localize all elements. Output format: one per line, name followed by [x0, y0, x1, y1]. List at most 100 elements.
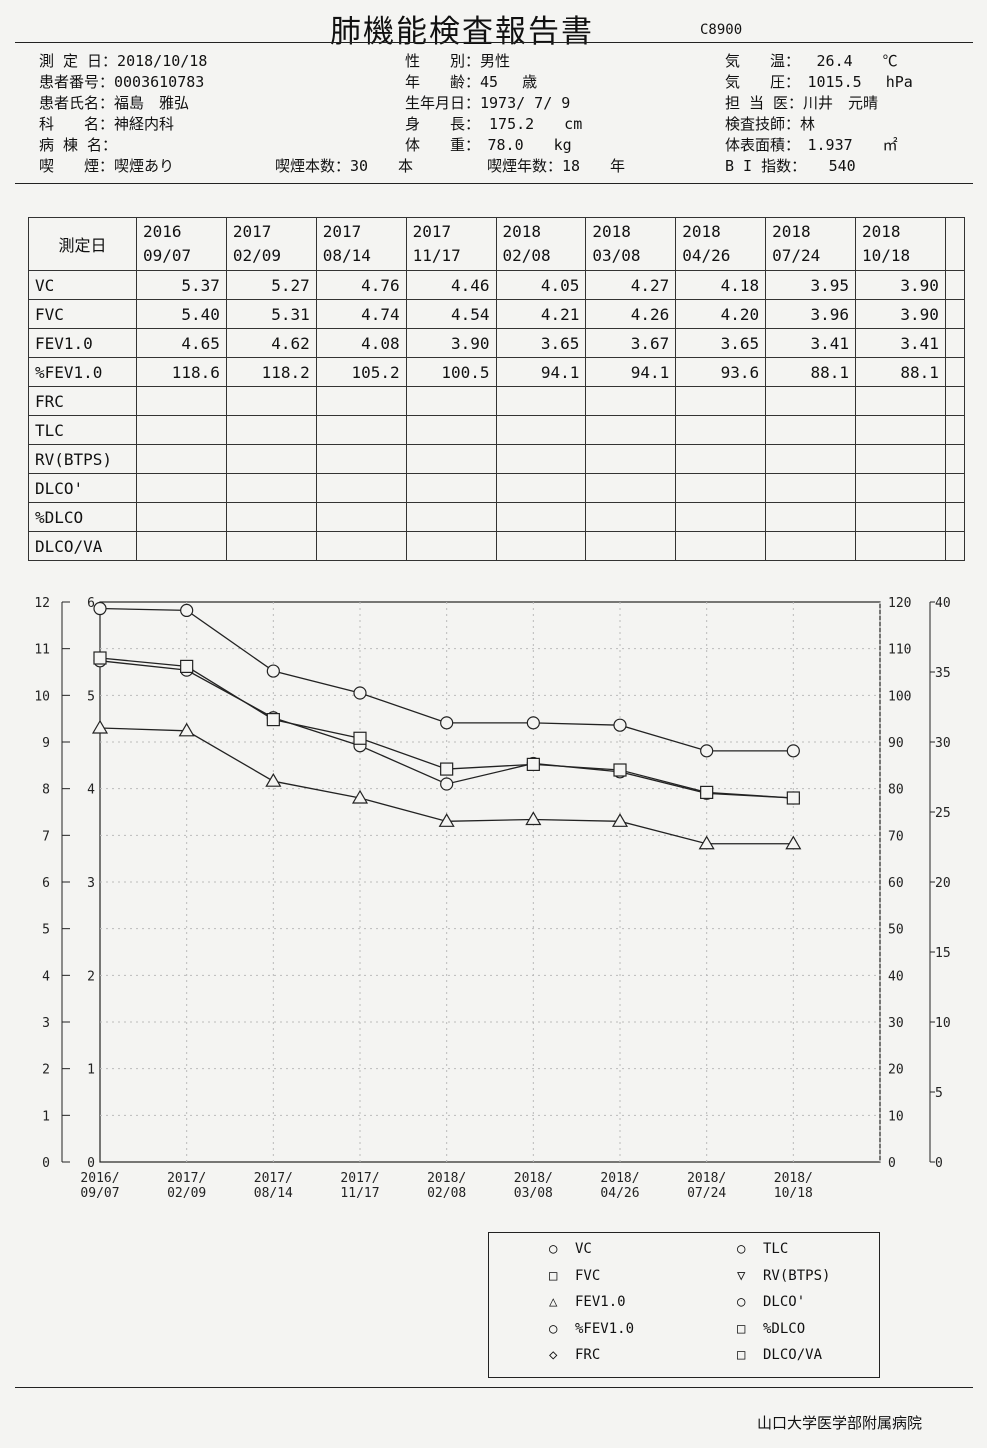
tick-label-left-inner: 1	[87, 1063, 95, 1078]
legend-marker-icon: □	[737, 1347, 746, 1363]
data-point	[700, 785, 714, 799]
results-date-header: 2018 03/08	[585, 217, 677, 271]
results-cell	[405, 531, 497, 561]
tick-label-right-inner: 90	[888, 736, 904, 751]
info-smoking-years: 喫煙年数：18 年	[487, 157, 626, 175]
results-cell: 3.67	[585, 328, 677, 358]
results-cell: 4.05	[495, 270, 587, 300]
results-cell	[495, 473, 587, 503]
tick-label-left-outer: 3	[42, 1016, 50, 1031]
results-cell: 4.20	[675, 299, 767, 329]
results-date-day: 04/26	[682, 246, 731, 265]
legend-item: ○ TLC	[737, 1241, 788, 1257]
results-cell	[585, 502, 677, 532]
results-cell	[765, 502, 856, 532]
results-cell	[675, 473, 767, 503]
data-point	[613, 718, 627, 732]
results-cell	[405, 473, 497, 503]
tick-label-left-outer: 7	[42, 829, 50, 844]
data-point	[91, 719, 109, 734]
info-sex: 性 別：男性	[405, 52, 511, 70]
results-row: %DLCO	[28, 502, 966, 532]
tick-label-right-inner: 10	[888, 1109, 904, 1124]
results-date-header: 2017 02/09	[225, 217, 317, 271]
results-cell	[136, 502, 227, 532]
results-cell: 118.2	[225, 357, 317, 387]
results-blank-cell	[944, 386, 966, 416]
x-tick-label: 2018/	[600, 1171, 639, 1186]
results-cell: 3.90	[405, 328, 497, 358]
results-cell: 3.65	[495, 328, 587, 358]
results-cell	[405, 502, 497, 532]
tick-label-right-outer: 5	[935, 1086, 943, 1101]
results-row-label: DLCO'	[28, 473, 137, 503]
results-cell: 3.96	[765, 299, 856, 329]
results-cell	[315, 473, 407, 503]
data-point	[440, 762, 454, 776]
tick-label-right-inner: 100	[888, 689, 911, 704]
tick-label-right-outer: 0	[935, 1156, 943, 1171]
results-date-day: 02/09	[232, 246, 282, 265]
x-tick-label: 10/18	[774, 1186, 813, 1201]
tick-label-left-outer: 8	[42, 783, 50, 798]
tick-label-left-outer: 6	[42, 876, 50, 891]
info-weight: 体 重： 78.0 kg	[405, 136, 572, 154]
results-cell	[675, 502, 767, 532]
x-tick-label: 2018/	[427, 1171, 466, 1186]
results-cell	[315, 444, 407, 474]
results-cell	[136, 531, 227, 561]
results-cell	[765, 444, 856, 474]
results-cell	[495, 444, 587, 474]
results-row: %FEV1.0 118.6 118.2 105.2 100.5 94.1 94.1 93.6 8…	[28, 357, 966, 387]
results-cell: 88.1	[855, 357, 946, 387]
results-row: DLCO'	[28, 473, 966, 503]
tick-label-left-outer: 10	[34, 689, 50, 704]
x-tick-label: 02/09	[167, 1186, 206, 1201]
tick-label-right-outer: 10	[935, 1016, 951, 1031]
results-blank-cell	[944, 531, 966, 561]
legend-item: △ FEV1.0	[549, 1294, 626, 1310]
results-date-day: 10/18	[862, 246, 911, 265]
data-point	[440, 716, 454, 730]
data-point	[180, 659, 194, 674]
info-patient-name: 患者氏名：福島 雅弘	[39, 94, 190, 112]
results-cell	[675, 531, 767, 561]
info-department: 科 名：神経内科	[39, 115, 175, 133]
data-point	[351, 789, 369, 804]
results-cell	[495, 415, 587, 445]
results-cell: 3.41	[855, 328, 946, 358]
results-cell	[405, 444, 497, 474]
legend-marker-icon: ○	[737, 1241, 746, 1257]
results-date-year: 2018	[682, 222, 721, 241]
tick-label-right-inner: 80	[888, 783, 904, 798]
legend-label: FRC	[575, 1347, 601, 1363]
x-tick-label: 2018/	[687, 1171, 726, 1186]
results-cell	[855, 502, 946, 532]
data-point	[180, 603, 194, 617]
info-age: 年 齢：45 歳	[405, 73, 538, 91]
results-cell	[136, 444, 227, 474]
tick-label-left-outer: 0	[42, 1156, 50, 1171]
results-blank-cell	[944, 444, 966, 474]
results-cell	[675, 444, 767, 474]
results-date-year: 2017	[232, 222, 272, 241]
data-point	[93, 651, 107, 665]
results-cell: 4.74	[315, 299, 407, 329]
results-cell	[855, 415, 946, 445]
tick-label-left-outer: 9	[42, 736, 50, 751]
chart-legend: ○ VC □ FVC △ FEV1.0 ○ %FEV1.0 ◇ FRC ○ TLC ▽ RV(BTPS) ○…	[488, 1232, 880, 1378]
results-cell	[495, 386, 587, 416]
results-cell: 3.95	[765, 270, 856, 300]
tick-label-left-outer: 12	[34, 596, 50, 611]
x-tick-label: 2016/	[80, 1171, 119, 1186]
results-blank-cell	[944, 299, 966, 329]
legend-item: □ FVC	[549, 1268, 600, 1284]
data-point	[438, 813, 455, 827]
results-cell: 5.27	[225, 270, 317, 300]
info-pressure: 気 圧： 1015.5 hPa	[725, 73, 913, 91]
results-row: RV(BTPS)	[28, 444, 966, 474]
results-row: FVC 5.40 5.31 4.74 4.54 4.21 4.26 4.20 3.96 3.90	[28, 299, 966, 329]
data-point	[93, 601, 107, 616]
patient-info-section: 測 定 日：2018/10/18 患者番号：0003610783 患者氏名：福島…	[15, 42, 973, 184]
results-date-year: 2016	[143, 222, 182, 241]
